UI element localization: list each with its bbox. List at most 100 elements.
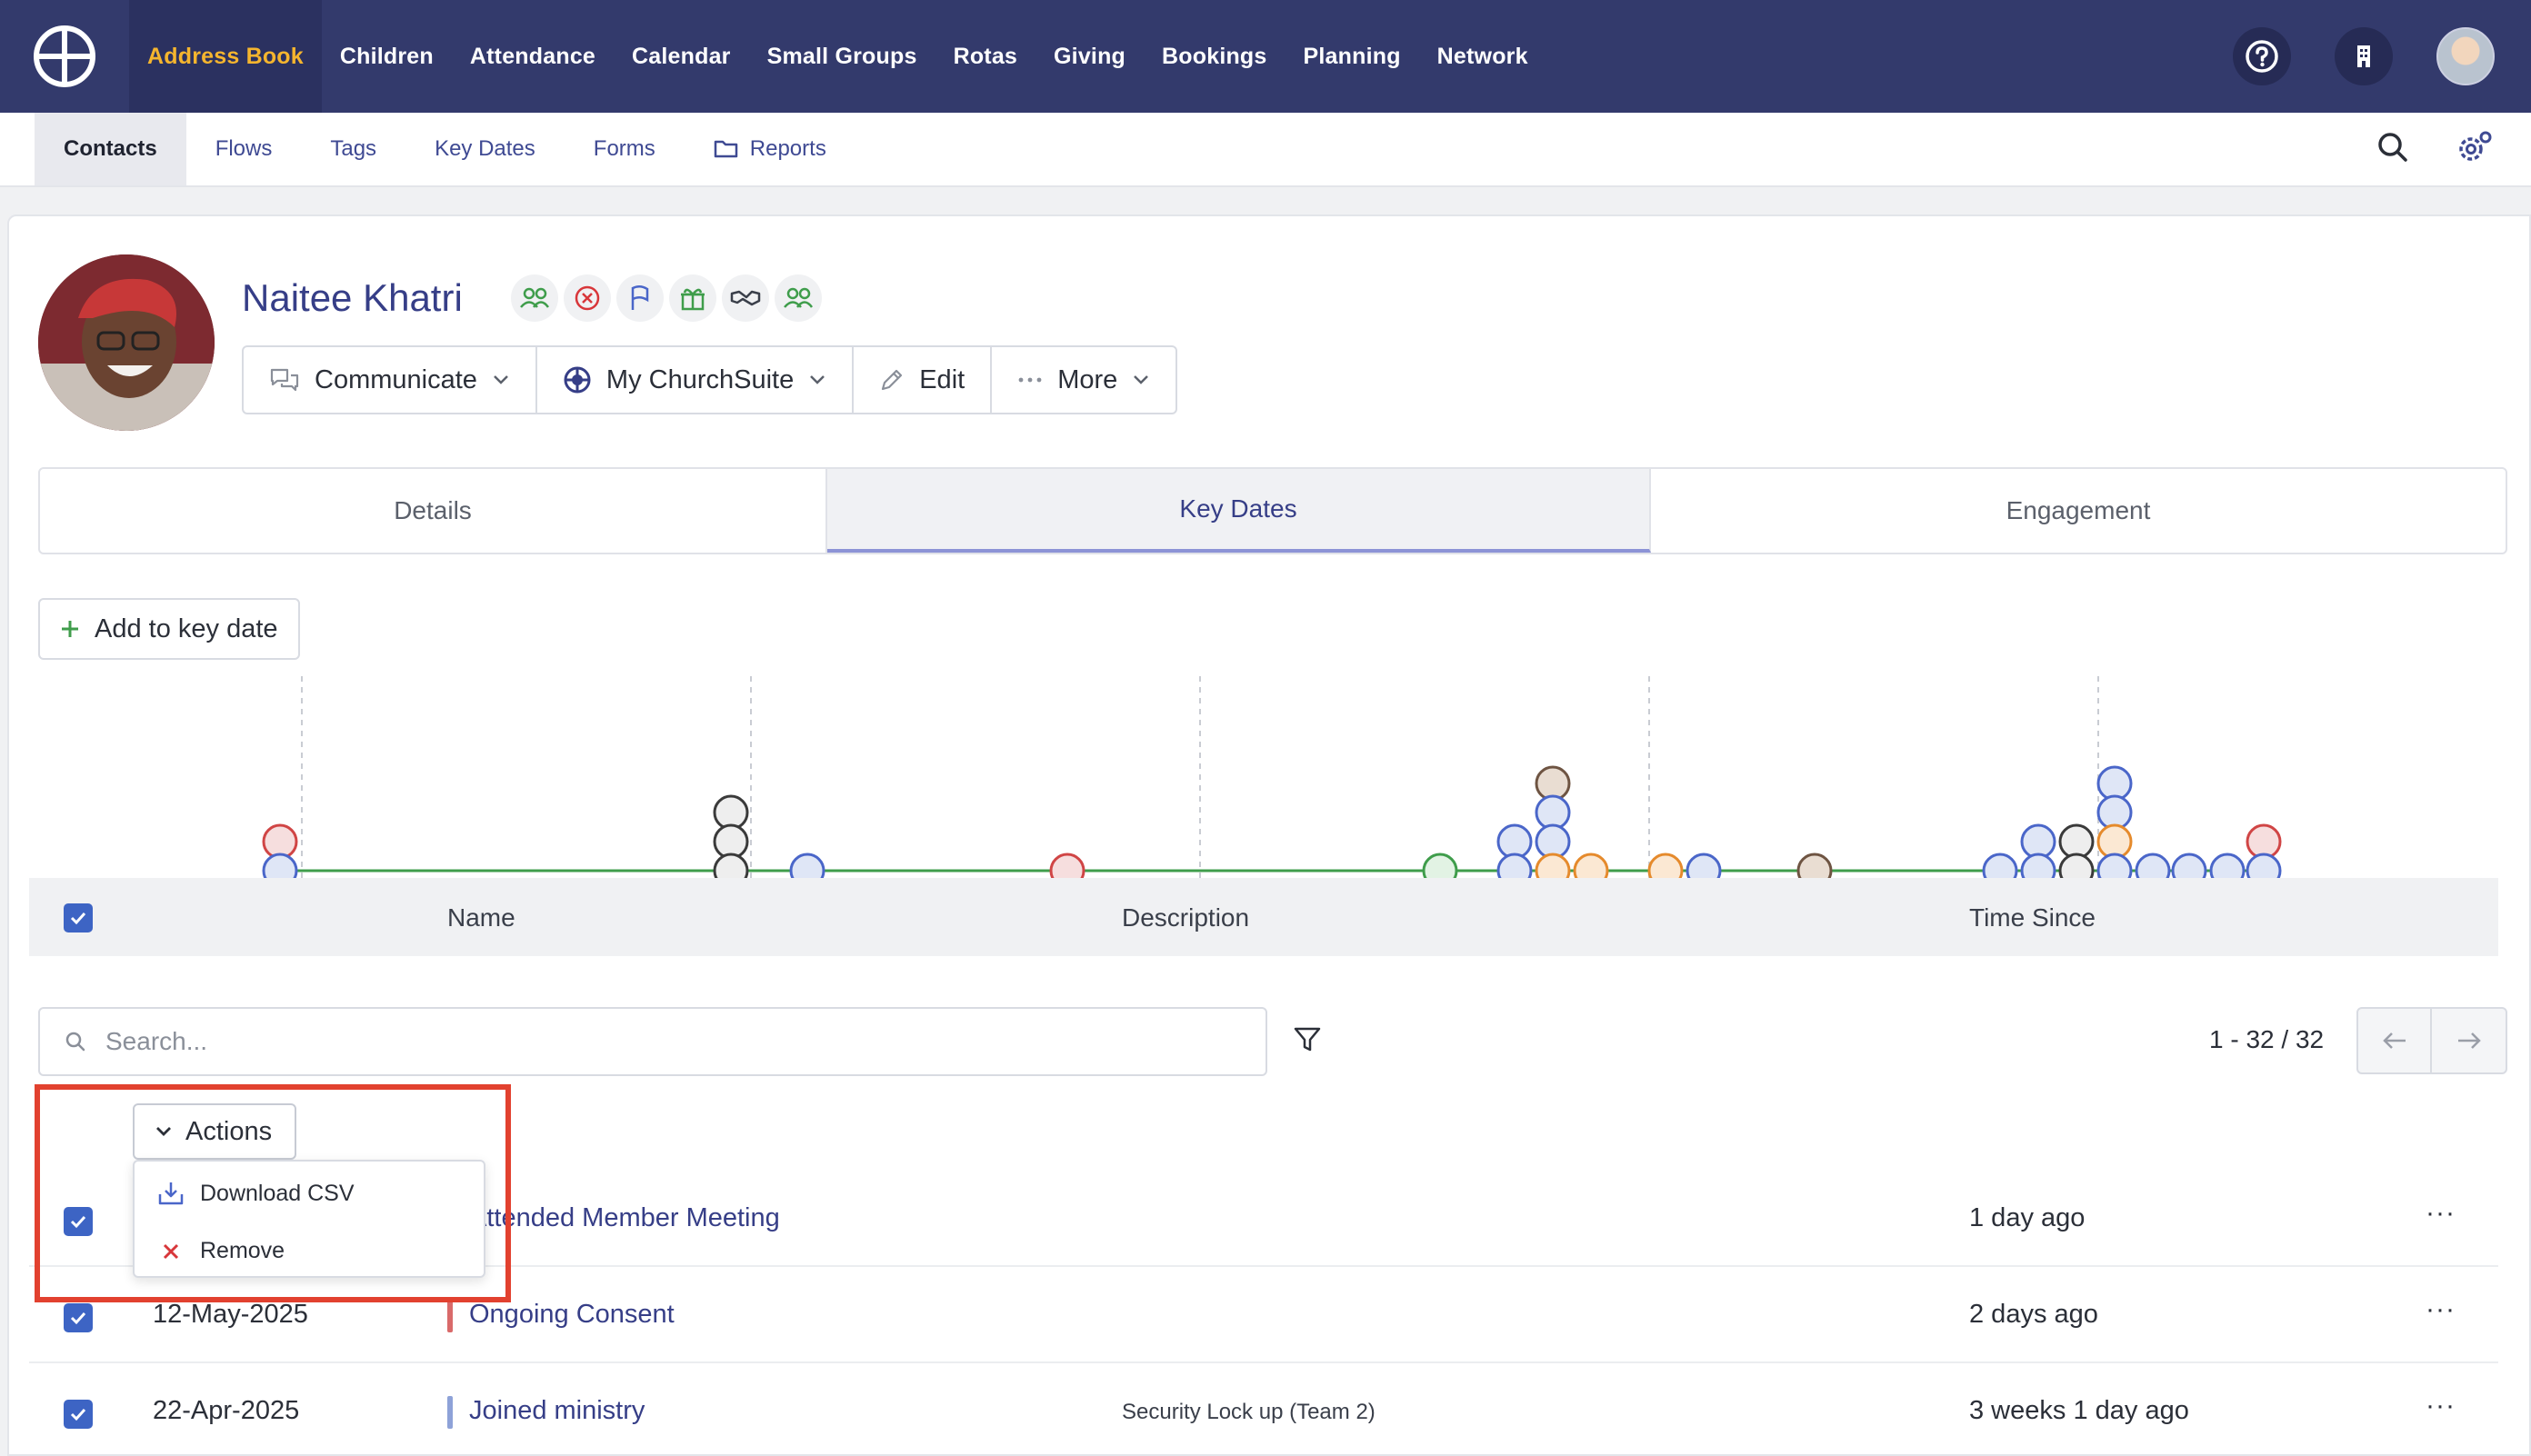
chevron-down-icon (156, 1127, 171, 1136)
subnav-tags[interactable]: Tags (330, 136, 377, 161)
ellipsis-icon (1018, 377, 1042, 383)
gift-icon[interactable] (669, 274, 716, 322)
subnav-reports[interactable]: Reports (685, 113, 855, 185)
building-icon (2357, 45, 2370, 67)
edit-button[interactable]: Edit (854, 347, 993, 413)
more-button[interactable]: More (992, 347, 1175, 413)
table-row[interactable]: 12-May-2025 Ongoing Consent 2 days ago ·… (29, 1267, 2498, 1363)
row-checkbox[interactable] (64, 1207, 93, 1236)
contact-name: Naitee Khatri (242, 276, 463, 319)
download-csv-menu-item[interactable]: Download CSV (156, 1180, 355, 1207)
search-icon[interactable] (2375, 129, 2411, 165)
row-time-since: 2 days ago (1969, 1300, 2098, 1329)
download-icon (158, 1182, 184, 1205)
my-churchsuite-label: My ChurchSuite (605, 364, 795, 394)
arrow-left-icon (2382, 1032, 2406, 1049)
table-row[interactable]: Attended Member Meeting 1 day ago ··· (29, 1171, 2498, 1267)
row-checkbox[interactable] (64, 1400, 93, 1429)
tab-key-dates[interactable]: Key Dates (827, 469, 1651, 553)
pagination-count: 1 - 32 / 32 (2209, 1025, 2325, 1053)
nav-rotas[interactable]: Rotas (953, 43, 1018, 69)
nav-network[interactable]: Network (1436, 43, 1528, 69)
row-name-link[interactable]: Ongoing Consent (469, 1300, 675, 1329)
communicate-label: Communicate (315, 364, 477, 394)
row-color-bar (447, 1300, 453, 1332)
bulk-actions-button[interactable]: Actions (133, 1103, 296, 1160)
row-time-since: 3 weeks 1 day ago (1969, 1396, 2189, 1425)
row-color-bar (447, 1396, 453, 1429)
subnav-key-dates[interactable]: Key Dates (435, 136, 535, 161)
chevron-down-icon (494, 375, 508, 384)
add-to-key-date-label: Add to key date (95, 613, 278, 643)
subnav-flows[interactable]: Flows (215, 136, 273, 161)
churchsuite-logo-icon[interactable] (0, 0, 129, 113)
subnav-contacts[interactable]: Contacts (35, 113, 186, 185)
row-time-since: 1 day ago (1969, 1203, 2086, 1232)
people-icon[interactable] (775, 274, 822, 322)
edit-label: Edit (919, 364, 965, 394)
add-to-key-date-button[interactable]: Add to key date (38, 598, 300, 660)
subnav-forms[interactable]: Forms (593, 136, 655, 161)
help-icon (2246, 40, 2278, 73)
churchsuite-icon (564, 366, 591, 394)
contact-avatar (38, 254, 215, 431)
help-button[interactable] (2233, 27, 2291, 85)
subnav-reports-label: Reports (749, 136, 826, 161)
next-page-button[interactable] (2432, 1009, 2506, 1072)
search-icon (65, 1032, 85, 1052)
checkmark-icon (70, 1408, 86, 1421)
column-header-time-since[interactable]: Time Since (1969, 903, 2096, 932)
nav-small-groups[interactable]: Small Groups (766, 43, 917, 69)
select-all-checkbox[interactable] (64, 903, 93, 932)
people-icon[interactable] (511, 274, 558, 322)
user-avatar[interactable] (2436, 27, 2495, 85)
tab-engagement[interactable]: Engagement (2006, 496, 2151, 524)
column-header-description[interactable]: Description (1122, 903, 1250, 932)
row-name-link[interactable]: Joined ministry (469, 1396, 645, 1425)
bulk-actions-menu: Download CSV Remove (133, 1160, 485, 1278)
remove-menu-item[interactable]: Remove (156, 1238, 285, 1264)
row-name-link[interactable]: Attended Member Meeting (469, 1203, 780, 1232)
nav-planning[interactable]: Planning (1303, 43, 1401, 69)
checkmark-icon (70, 1311, 86, 1325)
cancel-circle-icon[interactable] (564, 274, 611, 322)
row-more-icon[interactable]: ··· (2426, 1294, 2456, 1324)
contact-action-bar: Communicate My ChurchSuite Edit More (242, 345, 1178, 414)
search-input[interactable] (105, 1027, 1196, 1056)
more-label: More (1057, 364, 1118, 394)
nav-calendar[interactable]: Calendar (632, 43, 731, 69)
flag-icon[interactable] (616, 274, 664, 322)
handshake-icon[interactable] (722, 274, 769, 322)
nav-address-book[interactable]: Address Book (129, 0, 322, 113)
row-more-icon[interactable]: ··· (2426, 1198, 2456, 1228)
row-checkbox[interactable] (64, 1303, 93, 1332)
nav-bookings[interactable]: Bookings (1162, 43, 1267, 69)
key-dates-search (38, 1007, 1267, 1076)
table-row[interactable]: 22-Apr-2025 Joined ministry Security Loc… (29, 1363, 2498, 1456)
checkmark-icon (70, 1215, 86, 1229)
my-churchsuite-button[interactable]: My ChurchSuite (537, 347, 855, 413)
row-description: Security Lock up (Team 2) (1122, 1400, 1376, 1424)
checkmark-icon (70, 912, 86, 925)
organisation-button[interactable] (2335, 27, 2393, 85)
settings-gear-icon[interactable] (2455, 129, 2495, 165)
column-header-name[interactable]: Name (447, 903, 515, 932)
nav-children[interactable]: Children (339, 43, 434, 69)
filter-button[interactable] (1293, 1025, 1322, 1059)
pencil-icon (882, 369, 903, 391)
folder-icon (714, 140, 738, 158)
tab-details[interactable]: Details (40, 469, 827, 553)
pager (2356, 1007, 2507, 1074)
plus-icon (62, 621, 78, 637)
row-date: 12-May-2025 (153, 1300, 308, 1329)
contact-tabs: Details Key Dates Engagement (38, 467, 2507, 554)
nav-giving[interactable]: Giving (1054, 43, 1126, 69)
top-navigation-bar: Address Book Children Attendance Calenda… (0, 0, 2531, 113)
previous-page-button[interactable] (2358, 1009, 2432, 1072)
close-icon (163, 1243, 179, 1259)
bulk-actions-label: Actions (185, 1116, 273, 1146)
table-header: Name Description Time Since (29, 878, 2498, 956)
nav-attendance[interactable]: Attendance (469, 43, 596, 69)
communicate-button[interactable]: Communicate (244, 347, 537, 413)
row-more-icon[interactable]: ··· (2426, 1391, 2456, 1421)
